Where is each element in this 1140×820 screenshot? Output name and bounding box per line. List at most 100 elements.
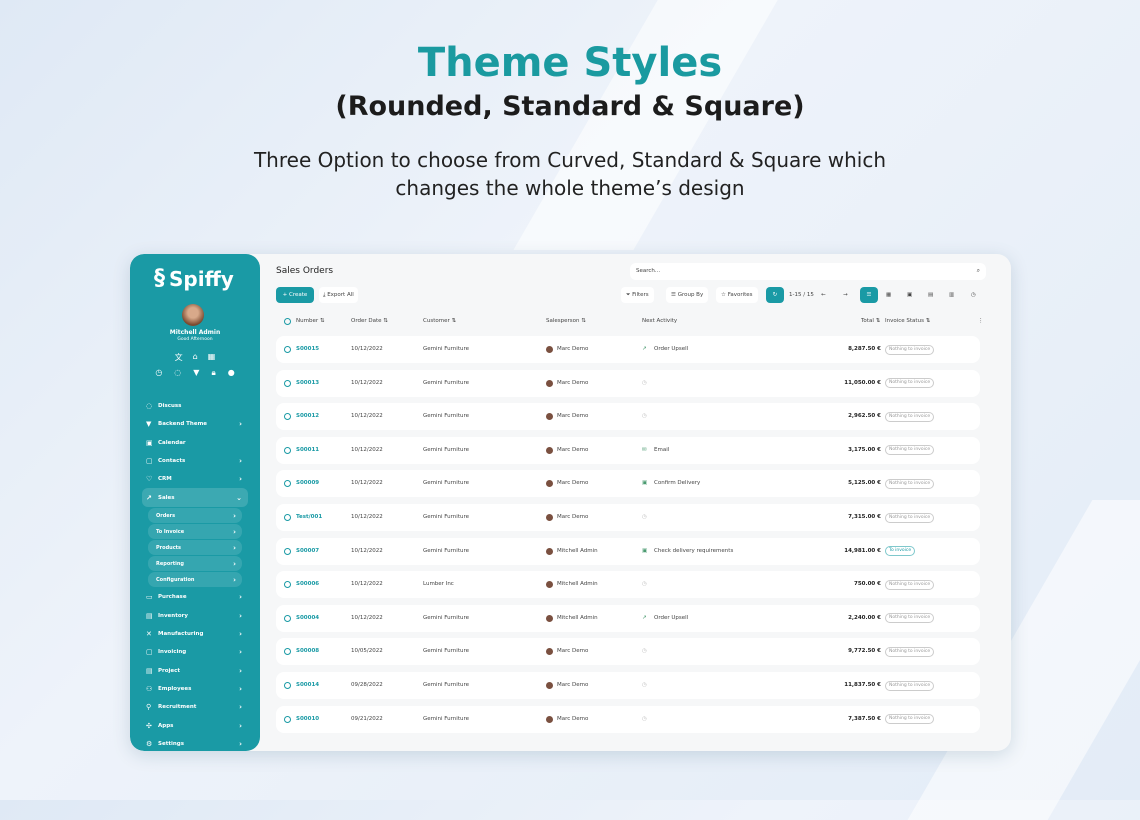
col-invoice-status[interactable]: Invoice Status ⇅ [885, 318, 931, 324]
layout-icon[interactable]: ▦ [207, 352, 216, 361]
translate-icon[interactable]: 文 [174, 353, 183, 362]
row-checkbox[interactable] [284, 648, 291, 656]
clock-icon[interactable]: ◷ [642, 379, 647, 386]
table-row[interactable]: S00014 09/28/2022 Gemini Furniture Marc … [276, 672, 980, 699]
group-by-button[interactable]: ☰ Group By [666, 287, 709, 303]
refresh-button[interactable]: ↻ [766, 287, 784, 303]
kanban-view-button[interactable]: ▦ [886, 292, 892, 298]
order-number[interactable]: S00007 [296, 547, 320, 554]
table-row[interactable]: S00011 10/12/2022 Gemini Furniture Marc … [276, 436, 980, 464]
table-row[interactable]: S00006 10/12/2022 Lumber Inc Mitchell Ad… [276, 571, 980, 599]
order-number[interactable]: S00014 [296, 682, 320, 688]
table-row[interactable]: S00007 10/12/2022 Gemini Furniture Mitch… [276, 537, 980, 565]
sidebar-item-purchase[interactable]: ▭ Purchase › [142, 588, 248, 606]
sidebar-item-inventory[interactable]: ▤ Inventory › [142, 607, 248, 625]
table-row[interactable]: S00012 10/12/2022 Gemini Furniture Marc … [276, 403, 980, 431]
order-number[interactable]: S00004 [296, 614, 320, 621]
sidebar-subitem-to-invoice[interactable]: To Invoice › [148, 524, 242, 539]
table-row[interactable]: S00015 10/12/2022 Gemini Furniture Marc … [276, 336, 980, 363]
sidebar-item-backend-theme[interactable]: ▼ Backend Theme › [142, 415, 248, 433]
table-row[interactable]: S00008 10/05/2022 Gemini Furniture Marc … [276, 638, 980, 666]
clock-icon[interactable]: ◷ [642, 682, 647, 688]
next-page-button[interactable]: → [843, 292, 848, 298]
order-number[interactable]: S00015 [296, 346, 320, 352]
export-all-button[interactable]: ⤓ Export All [319, 287, 358, 303]
col-total[interactable]: Total ⇅ [861, 318, 881, 324]
lock-icon[interactable]: 🔒︎ [211, 368, 216, 377]
tip-icon[interactable]: ● [227, 368, 235, 377]
clock-icon[interactable]: ◷ [642, 648, 647, 655]
sidebar-item-calendar[interactable]: ▣ Calendar [142, 434, 248, 452]
calendar-icon[interactable]: ▣ [642, 480, 648, 487]
sidebar-subitem-orders[interactable]: Orders › [148, 508, 242, 523]
favorites-button[interactable]: ☆ Favorites [716, 287, 758, 303]
row-checkbox[interactable] [284, 446, 291, 454]
sidebar-item-manufacturing[interactable]: ✕ Manufacturing › [142, 625, 248, 643]
building-icon[interactable]: ⌂ [192, 352, 198, 361]
col-salesperson[interactable]: Salesperson ⇅ [546, 318, 586, 324]
row-checkbox[interactable] [284, 547, 291, 555]
messages-icon[interactable]: ◌ [174, 368, 182, 377]
row-checkbox[interactable] [284, 346, 291, 353]
sidebar-subitem-configuration[interactable]: Configuration › [148, 572, 242, 587]
row-checkbox[interactable] [284, 480, 291, 488]
calendar-view-button[interactable]: ▣ [907, 292, 913, 298]
clock-icon[interactable]: ◷ [642, 413, 647, 420]
select-all-checkbox[interactable] [284, 318, 291, 325]
order-number[interactable]: S00010 [296, 715, 320, 722]
row-checkbox[interactable] [284, 379, 291, 387]
activity-icon[interactable]: ◷ [155, 368, 163, 377]
col-number[interactable]: Number ⇅ [296, 318, 325, 324]
order-number[interactable]: S00006 [296, 581, 320, 588]
chart-up-icon[interactable]: ↗ [642, 346, 647, 352]
clock-icon[interactable]: ◷ [642, 715, 647, 722]
row-checkbox[interactable] [284, 514, 291, 521]
order-number[interactable]: S00009 [296, 480, 320, 487]
sidebar-item-contacts[interactable]: ▢ Contacts › [142, 452, 248, 470]
sidebar-item-invoicing[interactable]: ▢ Invoicing › [142, 643, 248, 661]
sidebar-subitem-products[interactable]: Products › [148, 540, 242, 555]
col-customer[interactable]: Customer ⇅ [423, 318, 457, 324]
sidebar-item-project[interactable]: ▤ Project › [142, 661, 248, 679]
row-checkbox[interactable] [284, 413, 291, 421]
table-row[interactable]: S00013 10/12/2022 Gemini Furniture Marc … [276, 369, 980, 397]
email-icon[interactable]: ✉ [642, 446, 647, 453]
order-number[interactable]: S00012 [296, 413, 320, 420]
list-view-button[interactable]: ☰ [860, 287, 878, 303]
col-order-date[interactable]: Order Date ⇅ [351, 318, 388, 324]
row-checkbox[interactable] [284, 614, 291, 622]
theme-icon[interactable]: ▼ [193, 368, 200, 377]
graph-view-button[interactable]: ▥ [949, 292, 955, 298]
row-checkbox[interactable] [284, 581, 291, 589]
search-input[interactable]: Search... ⌕ [630, 263, 986, 280]
order-number[interactable]: Test/001 [296, 514, 323, 520]
sidebar-item-crm[interactable]: ♡ CRM › [142, 470, 248, 488]
prev-page-button[interactable]: ← [821, 292, 826, 298]
table-row[interactable]: Test/001 10/12/2022 Gemini Furniture Mar… [276, 504, 980, 531]
filters-button[interactable]: ⏷ Filters [621, 287, 654, 303]
avatar[interactable] [182, 304, 204, 326]
sidebar-item-discuss[interactable]: ◌ Discuss [142, 397, 248, 415]
order-number[interactable]: S00008 [296, 648, 320, 655]
sidebar-item-employees[interactable]: ⚇ Employees › [142, 680, 248, 698]
pivot-view-button[interactable]: ▤ [928, 292, 934, 298]
chart-up-icon[interactable]: ↗ [642, 614, 647, 621]
sidebar-subitem-reporting[interactable]: Reporting › [148, 556, 242, 571]
table-row[interactable]: S00010 09/21/2022 Gemini Furniture Marc … [276, 705, 980, 733]
activity-view-button[interactable]: ◷ [971, 292, 976, 298]
row-checkbox[interactable] [284, 682, 291, 689]
clock-icon[interactable]: ◷ [642, 581, 647, 588]
search-icon[interactable]: ⌕ [976, 267, 980, 274]
order-number[interactable]: S00013 [296, 379, 320, 386]
table-row[interactable]: S00004 10/12/2022 Gemini Furniture Mitch… [276, 604, 980, 632]
sidebar-item-sales[interactable]: ↗ Sales ⌄ [142, 488, 248, 507]
sidebar-item-settings[interactable]: ⚙ Settings › [142, 735, 248, 751]
sidebar-item-recruitment[interactable]: ⚲ Recruitment › [142, 698, 248, 716]
order-number[interactable]: S00011 [296, 446, 320, 453]
sidebar-item-apps[interactable]: ✣ Apps › [142, 716, 248, 734]
table-row[interactable]: S00009 10/12/2022 Gemini Furniture Marc … [276, 470, 980, 498]
column-options-icon[interactable]: ⋮ [978, 318, 984, 324]
create-button[interactable]: + Create [276, 287, 314, 303]
clock-icon[interactable]: ◷ [642, 514, 647, 520]
row-checkbox[interactable] [284, 715, 291, 723]
